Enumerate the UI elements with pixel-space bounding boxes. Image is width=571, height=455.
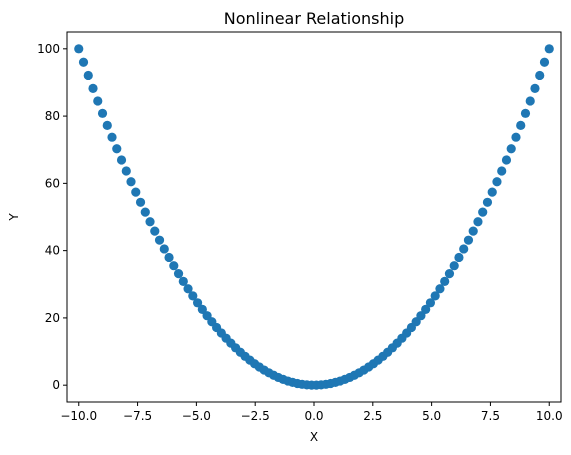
x-tick-label: −10.0 [60,409,97,423]
x-tick-label: 5.0 [422,409,441,423]
data-point [93,96,103,106]
data-point [154,235,165,245]
y-tick-label: 60 [45,176,60,190]
data-point [444,269,455,279]
data-point [188,291,198,301]
data-point [425,298,436,308]
data-point [506,144,516,154]
data-point [107,132,117,142]
data-point [88,83,98,93]
data-point [416,311,426,321]
data-point [454,252,464,263]
data-point [169,261,179,271]
y-tick-label: 0 [52,378,60,392]
data-point [116,155,127,165]
data-point [482,197,493,207]
y-tick-label: 20 [45,311,60,325]
data-point [516,120,526,131]
data-point [121,166,131,176]
data-point [83,70,93,81]
data-point [468,226,478,236]
data-point [463,235,474,245]
data-point [544,44,554,54]
data-point [173,269,184,279]
y-axis-ticks: 0 20 40 60 80 100 [37,42,67,392]
y-tick-label: 40 [45,244,60,258]
data-point [487,187,497,197]
data-point [501,155,512,165]
x-tick-label: 10.0 [536,409,563,423]
x-axis-label: X [310,430,318,444]
data-points [74,44,554,390]
data-point [183,284,193,294]
data-point [192,298,203,308]
data-point [159,244,169,254]
data-point [145,217,155,227]
y-axis-label: Y [7,213,21,222]
y-tick-label: 80 [45,109,60,123]
data-point [97,108,108,118]
data-point [112,144,122,154]
data-point [535,70,545,81]
chart-title: Nonlinear Relationship [224,9,404,28]
data-point [478,207,488,217]
data-point [135,197,146,207]
data-point [511,132,521,142]
data-point [197,304,207,314]
data-point [492,177,502,187]
data-point [525,96,535,106]
data-point [126,177,136,187]
x-tick-label: 2.5 [363,409,382,423]
data-point [459,244,469,254]
x-tick-label: 0.0 [304,409,323,423]
x-tick-label: −2.5 [241,409,270,423]
data-point [178,276,188,286]
data-point [449,261,459,271]
data-point [102,120,112,131]
data-point [131,187,141,197]
data-point [473,217,483,227]
data-point [520,108,531,118]
x-tick-label: 7.5 [481,409,500,423]
data-point [430,291,440,301]
plot-frame [66,31,562,403]
data-point [150,226,160,236]
data-point [539,57,550,67]
data-point [74,44,84,54]
y-tick-label: 100 [37,42,60,56]
x-axis-ticks: −10.0 −7.5 −5.0 −2.5 0.0 2.5 5.0 7.5 10.0 [60,402,563,423]
data-point [421,304,431,314]
data-point [497,166,507,176]
x-tick-label: −5.0 [182,409,211,423]
data-point [78,57,89,67]
data-point [435,284,445,294]
data-point [440,276,450,286]
data-point [140,207,150,217]
x-tick-label: −7.5 [123,409,152,423]
data-point [164,252,174,263]
data-point [530,83,540,93]
